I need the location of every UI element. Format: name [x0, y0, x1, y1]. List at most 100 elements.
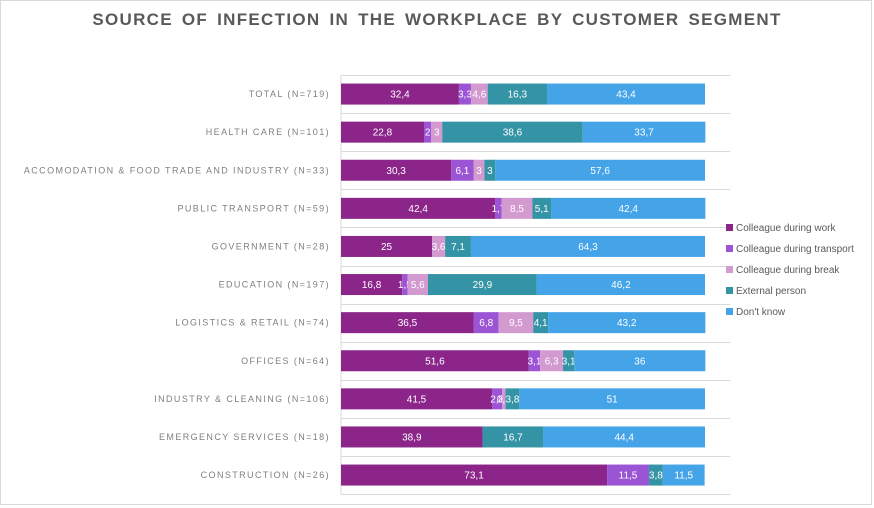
data-label: 57,6 [590, 166, 610, 177]
data-label: 33,7 [634, 128, 654, 139]
bar-segment [423, 121, 432, 143]
bar-segment [341, 350, 529, 372]
data-label: 1,5 [398, 280, 412, 291]
data-label: 3,3 [458, 90, 472, 101]
data-label: 32,4 [390, 90, 410, 101]
bar-segment [427, 274, 537, 296]
bar-segment [648, 464, 663, 486]
bar-segment [484, 159, 496, 181]
data-label: 5,6 [411, 280, 425, 291]
category-label: LOGISTICS & RETAIL (N=74) [175, 318, 330, 328]
data-label: 36 [634, 356, 646, 367]
bar-segment [407, 274, 428, 296]
data-label: 2,8 [490, 394, 504, 405]
data-label: 43,4 [616, 90, 636, 101]
legend-label: Don't know [736, 307, 786, 318]
data-label: 4,6 [472, 90, 486, 101]
data-label: 16,3 [508, 90, 528, 101]
bar-segment [501, 197, 533, 219]
chart-title: SOURCE OF INFECTION IN THE WORKPLACE BY … [92, 10, 782, 29]
category-label: ACCOMODATION & FOOD TRADE AND INDUSTRY (… [24, 165, 330, 175]
data-label: 16,8 [362, 280, 382, 291]
legend-swatch [726, 308, 733, 315]
data-label: 6,8 [479, 318, 493, 329]
data-label: 7,1 [451, 242, 465, 253]
data-label: 8,5 [510, 204, 524, 215]
bar-segment [341, 274, 403, 296]
bar-segment [341, 464, 608, 486]
bar-segment [470, 235, 705, 257]
category-label: CONSTRUCTION (N=26) [201, 470, 330, 480]
category-label: TOTAL (N=719) [249, 89, 330, 99]
bar-segment [341, 83, 459, 105]
bar-segment [458, 83, 471, 105]
data-label: 11,5 [619, 471, 638, 482]
data-label: 29,9 [473, 280, 493, 291]
data-label: 0,9 [497, 394, 511, 405]
data-label: 43,2 [617, 318, 637, 329]
bar-segment [341, 197, 496, 219]
bar-segment [533, 312, 549, 334]
data-label: 3 [434, 128, 440, 139]
bar-segment [492, 388, 503, 410]
data-label: 36,5 [398, 318, 418, 329]
data-label: 42,4 [408, 204, 428, 215]
legend-swatch [726, 245, 733, 252]
bar-segment [442, 121, 583, 143]
legend: Colleague during work Colleague during tr… [726, 223, 854, 318]
data-label: 5,1 [535, 204, 549, 215]
bar-segment [574, 350, 706, 372]
data-label: 6,1 [455, 166, 469, 177]
bar-segment [341, 312, 474, 334]
legend-label: Colleague during transport [736, 244, 854, 255]
bar-segment [495, 159, 705, 181]
bar-segment [607, 464, 649, 486]
data-label: 3,1 [562, 356, 576, 367]
bar-segment [498, 312, 534, 334]
data-label: 46,2 [611, 280, 631, 291]
bar-segment [662, 464, 705, 486]
data-label: 73,1 [464, 471, 484, 482]
data-label: 11,5 [674, 471, 693, 482]
legend-swatch [726, 287, 733, 294]
data-label: 3,8 [505, 394, 519, 405]
bar-segment [473, 312, 499, 334]
category-label: HEALTH CARE (N=101) [206, 127, 330, 137]
bar-segment [547, 83, 705, 105]
data-label: 9,5 [509, 318, 523, 329]
category-label: EMERGENCY SERVICES (N=18) [159, 432, 330, 442]
bar-segment [432, 235, 446, 257]
bar-segment [536, 274, 705, 296]
bar-segment [341, 235, 432, 257]
category-label: EDUCATION (N=197) [219, 280, 330, 290]
data-label: 25 [381, 242, 393, 253]
bar-segment [551, 197, 706, 219]
bar-segment [502, 388, 506, 410]
bar-segment [505, 388, 520, 410]
data-label: 41,5 [407, 394, 427, 405]
bars: 32,4 3,3 4,6 16,3 43,422,8 2 3 38,6 33,730,3 6,1 3… [341, 83, 706, 486]
gridlines [340, 75, 730, 495]
legend-swatch [726, 266, 733, 273]
category-labels: TOTAL (N=719) HEALTH CARE (N=101) ACCOMODA… [24, 89, 331, 480]
bar-segment [548, 312, 706, 334]
data-label: 38,6 [503, 128, 523, 139]
data-label: 38,9 [402, 432, 422, 443]
bar-segment [495, 197, 502, 219]
data-label: 42,4 [618, 204, 638, 215]
legend-label: Colleague during work [736, 223, 837, 234]
bar-segment [473, 159, 485, 181]
bar-segment [540, 350, 564, 372]
data-label: 51,6 [425, 356, 445, 367]
data-label: 51 [607, 394, 619, 405]
bar-segment [341, 388, 493, 410]
data-label: 64,3 [578, 242, 598, 253]
category-label: PUBLIC TRANSPORT (N=59) [178, 203, 331, 213]
data-label: 30,3 [386, 166, 406, 177]
bar-segment [543, 426, 705, 448]
data-label: 1,7 [491, 204, 505, 215]
bar-segment [431, 121, 443, 143]
legend-label: External person [736, 286, 806, 297]
data-label: 4,1 [534, 318, 548, 329]
